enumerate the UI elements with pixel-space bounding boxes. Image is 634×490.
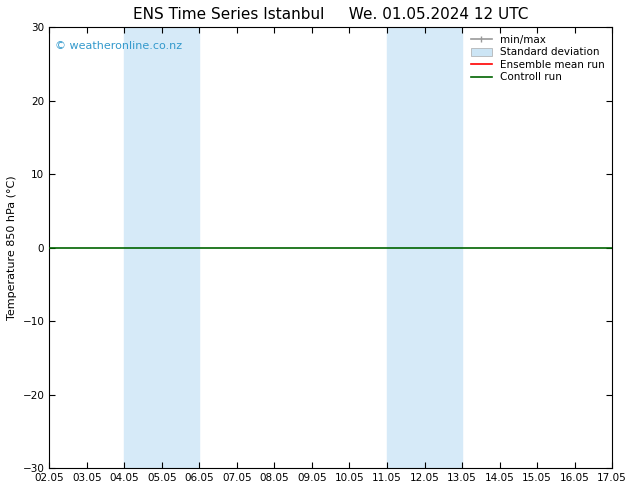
Bar xyxy=(387,27,462,468)
Y-axis label: Temperature 850 hPa (°C): Temperature 850 hPa (°C) xyxy=(7,175,17,320)
Bar xyxy=(124,27,199,468)
Title: ENS Time Series Istanbul     We. 01.05.2024 12 UTC: ENS Time Series Istanbul We. 01.05.2024 … xyxy=(133,7,528,22)
Text: © weatheronline.co.nz: © weatheronline.co.nz xyxy=(55,41,182,50)
Legend: min/max, Standard deviation, Ensemble mean run, Controll run: min/max, Standard deviation, Ensemble me… xyxy=(469,32,607,84)
